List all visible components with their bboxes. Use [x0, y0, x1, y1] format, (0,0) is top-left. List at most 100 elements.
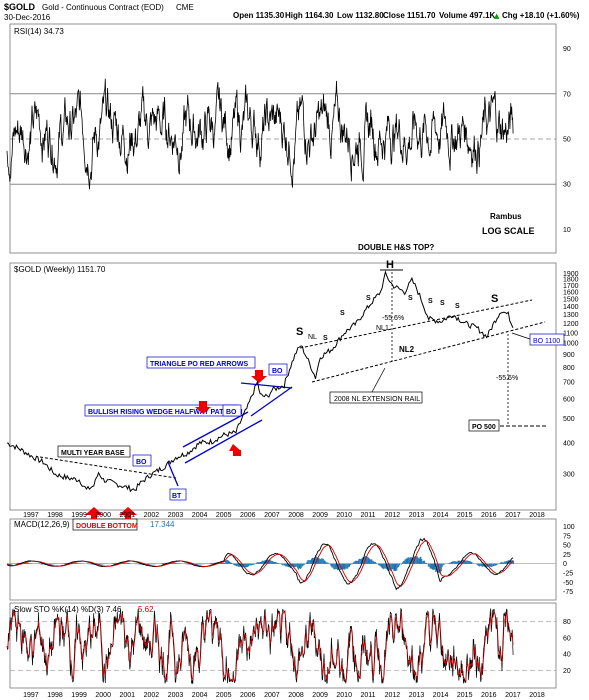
macd-hist-bar-152 [147, 563, 149, 565]
macd-hist-bar-4 [10, 563, 12, 565]
macd-hist-bar-374 [353, 561, 355, 564]
triangle-callout-text: TRIANGLE PO RED ARROWS [150, 361, 248, 368]
macd-hist-bar-230 [220, 562, 222, 564]
sto-y-tick-2: 40 [563, 652, 571, 659]
s-label-9: S [455, 303, 460, 310]
macd-hist-bar-524 [492, 563, 494, 566]
macd-hist-bar-310 [294, 563, 296, 568]
macd-hist-bar-311 [295, 563, 297, 567]
macd-hist-bar-329 [312, 557, 313, 564]
macd-y-tick-7: -75 [563, 589, 573, 596]
sto-x-tick-6: 2003 [168, 692, 184, 699]
macd-hist-bar-351 [332, 563, 334, 568]
rambus-label: Rambus [490, 212, 522, 221]
macd-hist-bar-445 [419, 557, 421, 564]
price-x-tick-5: 2002 [144, 512, 160, 519]
macd-hist-bar-208 [199, 563, 201, 565]
macd-hist-bar-250 [238, 563, 240, 567]
macd-hist-bar-127 [124, 563, 126, 564]
macd-hist-bar-10 [16, 563, 18, 564]
sto-d-line [6, 610, 514, 683]
macd-hist-bar-284 [270, 560, 272, 564]
triangle-lower-line [250, 386, 293, 417]
macd-hist-bar-195 [187, 563, 189, 565]
macd-hist-bar-24 [29, 563, 31, 564]
macd-hist-bar-460 [433, 563, 435, 570]
price-x-tick-8: 2005 [216, 512, 232, 519]
macd-hist-bar-486 [457, 560, 459, 564]
macd-hist-bar-321 [304, 563, 306, 565]
macd-hist-bar-536 [503, 561, 505, 564]
rail-callout-pointer [371, 367, 386, 393]
macd-hist-bar-471 [443, 563, 445, 565]
macd-hist-bar-300 [285, 563, 287, 567]
macd-hist-bar-299 [284, 563, 286, 566]
sto-x-tick-18: 2015 [457, 692, 473, 699]
price-series-line [6, 270, 514, 493]
macd-hist-bar-305 [289, 563, 291, 567]
macd-hist-bar-414 [390, 563, 392, 570]
macd-hist-bar-369 [349, 563, 350, 567]
header-open: Open 1135.30 [233, 11, 285, 20]
macd-hist-bar-501 [471, 562, 473, 564]
base-callout-text: MULTI YEAR BASE [61, 450, 125, 457]
po-500-box: PO 500 [468, 419, 500, 432]
macd-hist-bar-495 [465, 560, 467, 564]
macd-hist-bar-397 [375, 562, 376, 564]
macd-hist-bar-211 [202, 563, 204, 565]
macd-hist-bar-393 [371, 559, 373, 564]
sto-y-tick-3: 20 [563, 668, 571, 675]
macd-hist-bar-435 [410, 557, 412, 564]
macd-hist-bar-375 [354, 561, 356, 564]
wedge-callout: BULLISH RISING WEDGE HALFWAY PATTERN [84, 404, 243, 417]
price-x-tick-19: 2016 [481, 512, 497, 519]
price-x-tick-17: 2014 [433, 512, 449, 519]
macd-hist-bar-481 [452, 561, 454, 564]
price-y-tick-12: 700 [563, 379, 575, 386]
macd-hist-bar-222 [212, 563, 214, 564]
macd-hist-bar-527 [495, 563, 497, 566]
macd-hist-bar-462 [435, 563, 437, 572]
macd-hist-bar-238 [227, 560, 229, 564]
macd-hist-bar-241 [230, 562, 232, 564]
macd-hist-bar-333 [315, 556, 317, 564]
macd-hist-bar-183 [176, 563, 178, 564]
macd-hist-bar-314 [298, 563, 300, 570]
price-y-tick-13: 600 [563, 396, 575, 403]
macd-hist-bar-92 [92, 563, 94, 565]
macd-hist-bar-392 [370, 559, 372, 564]
sto-x-tick-21: 2018 [529, 692, 545, 699]
macd-hist-bar-272 [259, 562, 261, 564]
price-y-tick-7: 1200 [563, 321, 579, 328]
header-name: Gold - Continuous Contract (EOD) [42, 3, 164, 12]
macd-hist-bar-477 [449, 562, 451, 564]
s-label-5: S [366, 295, 371, 302]
macd-hist-bar-247 [235, 563, 237, 567]
macd-hist-bar-325 [308, 560, 310, 564]
macd-hist-bar-398 [375, 563, 377, 564]
double-hs-label: DOUBLE H&S TOP? [358, 243, 434, 252]
macd-hist-bar-438 [413, 557, 414, 564]
macd-hist-bar-468 [440, 563, 442, 572]
macd-hist-bar-253 [241, 563, 243, 567]
sto-legend: Slow STO %K(14) %D(3) 7.46, [14, 605, 124, 614]
price-x-tick-0: 1997 [23, 512, 39, 519]
wedge-lower-line [184, 419, 263, 464]
rail-callout-text: 2008 NL EXTENSION RAIL [334, 396, 420, 403]
s-label-3: S [323, 335, 328, 342]
macd-hist-bar-432 [407, 557, 409, 564]
macd-hist-bar-359 [339, 563, 341, 571]
macd-hist-bar-3 [9, 563, 11, 565]
sto-x-tick-4: 2001 [120, 692, 136, 699]
macd-hist-bar-378 [357, 560, 359, 564]
macd-hist-bar-531 [499, 563, 501, 564]
macd-hist-bar-179 [172, 562, 174, 564]
macd-hist-bar-287 [273, 561, 274, 564]
price-x-tick-3: 2000 [95, 512, 111, 519]
macd-hist-bar-291 [276, 562, 278, 564]
sto-x-tick-14: 2011 [361, 692, 376, 699]
price-x-tick-14: 2011 [361, 512, 376, 519]
macd-hist-bar-257 [245, 563, 247, 568]
header-high: High 1164.30 [285, 11, 334, 20]
s-label-8: S [440, 300, 445, 307]
